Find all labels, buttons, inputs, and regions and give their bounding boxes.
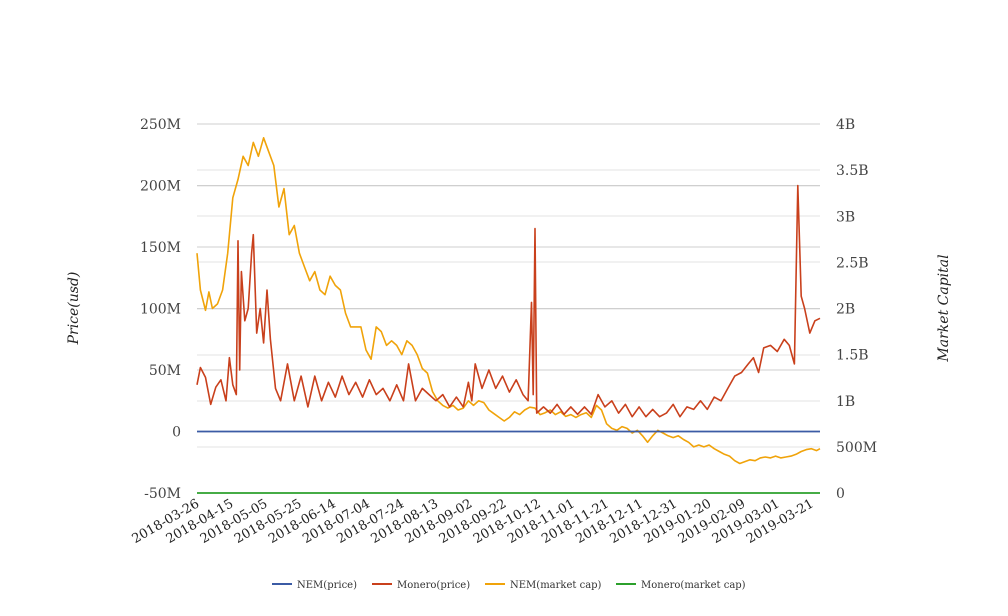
grid-lines	[197, 123, 820, 494]
legend-label: NEM(market cap)	[510, 580, 602, 591]
series-line-2	[196, 137, 821, 465]
legend-label: Monero(market cap)	[641, 580, 746, 591]
right-tick-label: 3B	[836, 209, 855, 225]
left-tick-label: 50M	[149, 363, 181, 379]
left-tick-label: 150M	[140, 240, 181, 256]
series-line-1	[196, 184, 821, 418]
right-axis-ticks: 0 500M 1B 1.5B 2B 2.5B 3B 3.5B 4B	[836, 117, 877, 502]
right-axis-title: Market Capital	[936, 254, 952, 362]
left-axis-ticks: -50M 0 50M 100M 150M 200M 250M	[140, 117, 181, 502]
left-tick-label: 0	[172, 425, 181, 441]
left-axis-title: Price(usd)	[66, 272, 82, 346]
right-tick-label: 2B	[836, 302, 855, 318]
right-tick-label: 4B	[836, 117, 855, 133]
legend-label: Monero(price)	[397, 580, 470, 591]
right-tick-label: 3.5B	[836, 163, 869, 179]
left-tick-label: 200M	[140, 179, 181, 195]
right-tick-label: 500M	[836, 440, 877, 456]
x-axis-ticks: 2018-03-262018-04-152018-05-052018-05-25…	[130, 496, 817, 546]
right-tick-label: 2.5B	[836, 255, 869, 271]
left-tick-label: 100M	[140, 302, 181, 318]
series-layer	[196, 137, 821, 494]
right-tick-label: 1B	[836, 394, 855, 410]
left-tick-label: -50M	[144, 486, 181, 502]
right-tick-label: 0	[836, 486, 845, 502]
legend: NEM(price) Monero(price) NEM(market cap) Mo…	[272, 580, 746, 591]
right-tick-label: 1.5B	[836, 348, 869, 364]
left-tick-label: 250M	[140, 117, 181, 133]
legend-label: NEM(price)	[297, 580, 357, 591]
